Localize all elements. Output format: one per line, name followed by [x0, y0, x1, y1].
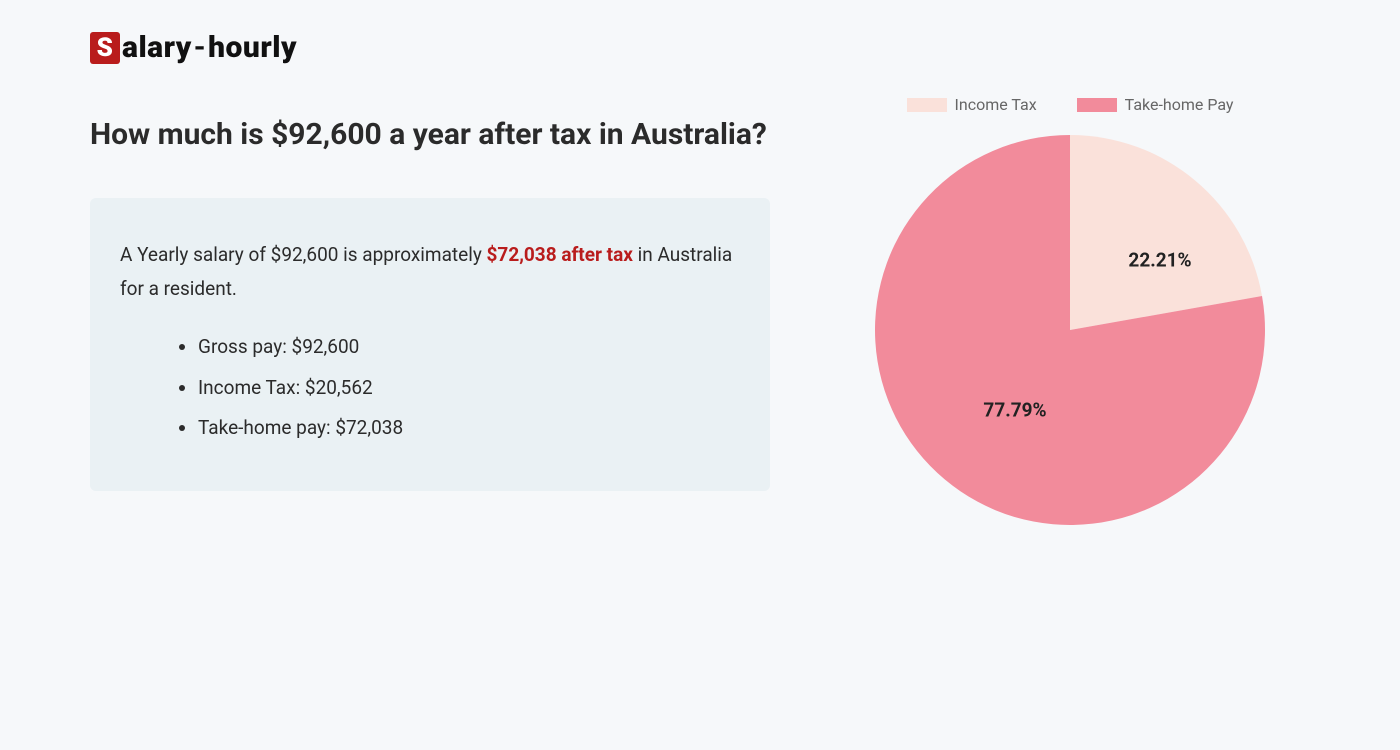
list-item: Income Tax: $20,562 — [198, 371, 740, 405]
legend-label: Income Tax — [955, 95, 1037, 114]
chart-legend: Income Tax Take-home Pay — [907, 95, 1234, 114]
list-item: Gross pay: $92,600 — [198, 330, 740, 364]
pie-chart: 22.21% 77.79% — [870, 130, 1270, 530]
logo-s-badge: S — [90, 32, 120, 64]
left-column: How much is $92,600 a year after tax in … — [90, 115, 770, 491]
logo-text-1: alary — [122, 30, 192, 65]
legend-label: Take-home Pay — [1125, 95, 1234, 114]
page-title: How much is $92,600 a year after tax in … — [90, 115, 770, 154]
legend-swatch — [1077, 98, 1117, 112]
main-content: How much is $92,600 a year after tax in … — [90, 115, 1310, 530]
summary-highlight: $72,038 after tax — [487, 243, 633, 266]
summary-sentence: A Yearly salary of $92,600 is approximat… — [120, 238, 740, 306]
summary-pre: A Yearly salary of $92,600 is approximat… — [120, 243, 487, 266]
logo-dash: - — [194, 30, 206, 65]
breakdown-list: Gross pay: $92,600 Income Tax: $20,562 T… — [120, 330, 740, 445]
legend-item-takehome: Take-home Pay — [1077, 95, 1234, 114]
summary-box: A Yearly salary of $92,600 is approximat… — [90, 198, 770, 491]
legend-item-income-tax: Income Tax — [907, 95, 1037, 114]
pie-slice-label-income-tax: 22.21% — [1128, 249, 1191, 272]
pie-svg — [870, 130, 1270, 530]
logo-text-2: hourly — [208, 30, 297, 65]
pie-slice-label-takehome: 77.79% — [983, 399, 1046, 422]
brand-logo: Salary-hourly — [90, 30, 1310, 65]
list-item: Take-home pay: $72,038 — [198, 411, 740, 445]
legend-swatch — [907, 98, 947, 112]
chart-column: Income Tax Take-home Pay 22.21% 77.79% — [830, 95, 1310, 530]
